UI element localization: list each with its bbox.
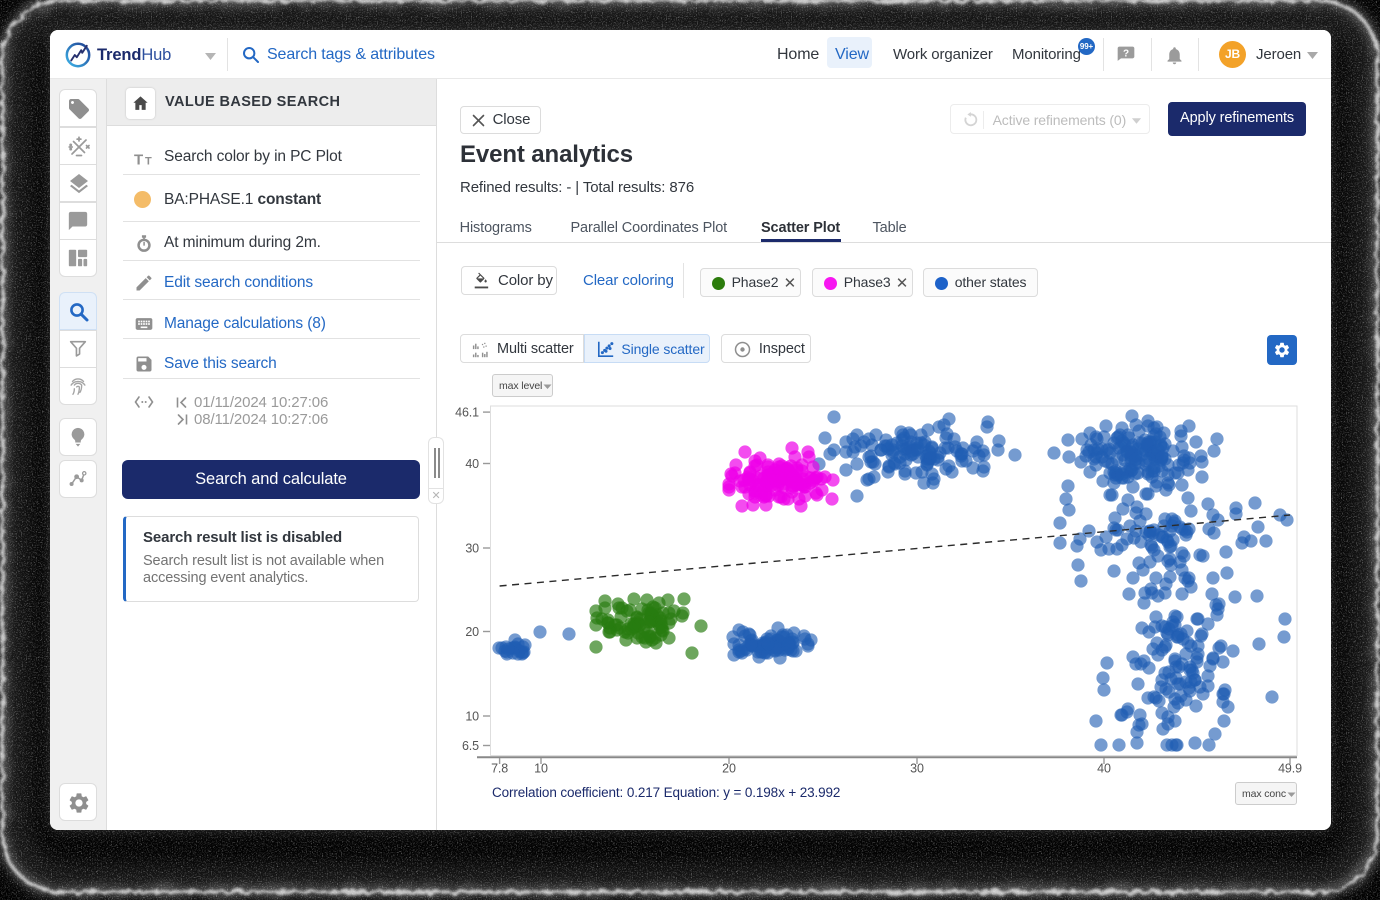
svg-text:30: 30 bbox=[910, 762, 924, 776]
svg-text:T: T bbox=[145, 156, 152, 168]
svg-text:20: 20 bbox=[465, 625, 479, 639]
svg-text:?: ? bbox=[1123, 48, 1129, 59]
svg-text:20: 20 bbox=[722, 762, 736, 776]
svg-text:10: 10 bbox=[534, 762, 548, 776]
svg-text:7.8: 7.8 bbox=[491, 762, 508, 776]
svg-text:40: 40 bbox=[1097, 762, 1111, 776]
svg-text:30: 30 bbox=[465, 542, 479, 556]
svg-text:T: T bbox=[134, 152, 143, 169]
svg-text:40: 40 bbox=[465, 457, 479, 471]
svg-text:46.1: 46.1 bbox=[455, 406, 479, 420]
svg-text:49.9: 49.9 bbox=[1278, 762, 1302, 776]
svg-text:6.5: 6.5 bbox=[462, 739, 479, 753]
svg-text:10: 10 bbox=[465, 710, 479, 724]
